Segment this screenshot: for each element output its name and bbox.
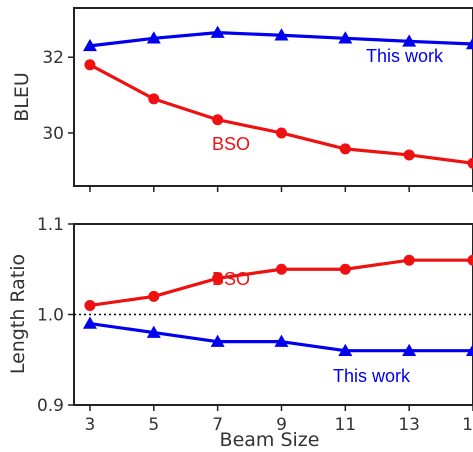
- data-point-bso-top-6: [467, 157, 473, 169]
- data-point-bso-top-2: [212, 114, 224, 126]
- data-point-this-work-bottom-4: [338, 343, 353, 356]
- data-point-this-work-bottom-2: [210, 334, 225, 347]
- x-axis-title: Beam Size: [220, 429, 320, 451]
- data-point-bso-bottom-3: [275, 263, 287, 275]
- data-point-bso-top-4: [339, 143, 351, 155]
- data-point-this-work-bottom-0: [82, 316, 97, 329]
- x-tick-label-bottom-5: 13: [398, 415, 420, 435]
- data-point-bso-top-0: [84, 59, 96, 71]
- y-axis-title-bottom: Length Ratio: [7, 254, 29, 374]
- x-tick-label-bottom-6: 15: [462, 415, 473, 435]
- data-point-bso-top-5: [403, 149, 415, 161]
- data-point-bso-bottom-4: [339, 263, 351, 275]
- x-tick-label-bottom-3: 9: [276, 415, 287, 435]
- y-tick-label-bottom-1: 1.0: [37, 306, 64, 326]
- plot-frame-bottom: [73, 223, 473, 406]
- data-point-bso-top-3: [275, 127, 287, 139]
- series-label-this-work-top: This work: [366, 46, 444, 66]
- data-point-this-work-top-5: [402, 34, 417, 47]
- data-point-bso-bottom-0: [84, 299, 96, 311]
- data-point-bso-bottom-1: [148, 290, 160, 302]
- data-point-this-work-top-2: [210, 25, 225, 38]
- data-point-this-work-top-1: [146, 31, 161, 44]
- series-line-bso-top: [89, 63, 473, 165]
- data-point-this-work-top-3: [274, 28, 289, 41]
- data-point-this-work-top-6: [466, 36, 473, 50]
- x-tick-label-bottom-4: 11: [334, 415, 356, 435]
- y-tick-label-bottom-0: 0.9: [37, 396, 64, 416]
- y-tick-label-top-1: 32: [42, 48, 64, 68]
- data-point-this-work-bottom-1: [146, 325, 161, 338]
- data-point-bso-bottom-6: [467, 254, 473, 266]
- series-label-bso-top: BSO: [212, 134, 250, 154]
- data-point-bso-top-1: [148, 93, 160, 105]
- y-axis-title-top: BLEU: [11, 72, 33, 122]
- series-label-this-work-bottom: This work: [333, 366, 411, 386]
- data-point-this-work-top-0: [82, 38, 97, 52]
- series-label-bso-bottom: BSO: [212, 269, 250, 289]
- data-point-bso-bottom-5: [403, 254, 415, 266]
- data-point-this-work-bottom-3: [274, 334, 289, 347]
- data-point-this-work-top-4: [338, 31, 353, 44]
- data-point-this-work-bottom-5: [402, 343, 417, 356]
- x-tick-label-bottom-1: 5: [148, 415, 159, 435]
- x-tick-label-bottom-2: 7: [212, 415, 223, 435]
- length-ratio-panel: 0.9 1.0 1.1 3 5 7 9 11 13 15 Length Ratio Beam Size…: [7, 215, 473, 451]
- data-point-bso-bottom-2: [212, 272, 224, 284]
- data-point-this-work-bottom-6: [466, 343, 473, 356]
- plot-frame-top: [73, 7, 473, 187]
- x-tick-label-bottom-0: 3: [85, 415, 96, 435]
- y-tick-label-bottom-2: 1.1: [37, 215, 64, 235]
- y-tick-label-top-0: 30: [42, 124, 64, 144]
- bleu-panel: 30 32 BLEU This work BSO: [11, 7, 473, 192]
